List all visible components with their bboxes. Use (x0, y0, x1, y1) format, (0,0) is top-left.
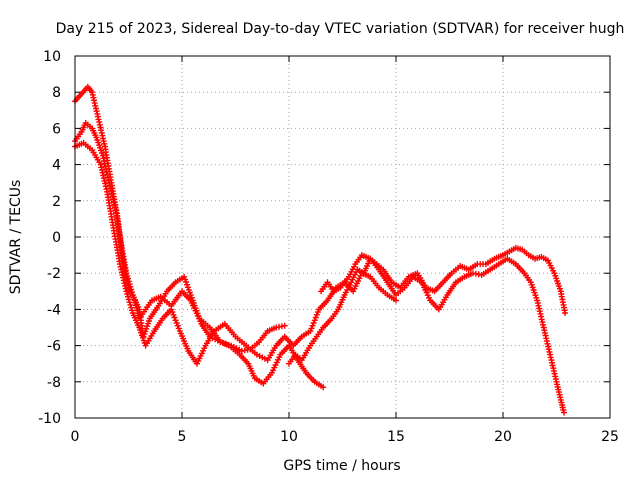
chart-title: Day 215 of 2023, Sidereal Day-to-day VTE… (56, 21, 625, 37)
x-tick-label: 5 (178, 429, 187, 445)
data-point-marker (125, 296, 132, 303)
y-tick-label: -6 (47, 339, 61, 355)
data-point-marker (320, 384, 327, 391)
y-tick-label: 2 (52, 194, 61, 210)
data-point-marker (281, 322, 288, 329)
data-point-marker (125, 278, 132, 285)
data-point-marker (561, 409, 567, 416)
data-point-marker (311, 317, 318, 324)
y-tick-label: 10 (43, 49, 61, 65)
plot-frame (74, 55, 611, 419)
x-tick-label: 10 (280, 429, 298, 445)
axis-ticks: 0 5 10 15 20 25 -10 -8 -6 -4 -2 0 2 4 6 8 10 (38, 49, 619, 445)
data-point-marker (562, 310, 569, 316)
data-point-marker (393, 297, 399, 304)
x-tick-label: 0 (71, 429, 80, 445)
y-tick-label: 0 (52, 230, 61, 246)
x-tick-label: 20 (494, 429, 512, 445)
y-tick-label: -10 (38, 411, 61, 427)
x-axis-label: GPS time / hours (283, 458, 400, 474)
series-track-5 (318, 252, 567, 416)
series-track-4 (286, 244, 569, 367)
data-point-marker (89, 89, 96, 96)
y-tick-label: -4 (47, 302, 61, 318)
x-tick-label: 25 (601, 429, 619, 445)
grid (75, 56, 610, 418)
y-tick-label: 4 (52, 158, 61, 174)
series-track-1 (72, 83, 288, 354)
y-tick-label: 6 (52, 121, 61, 137)
x-tick-label: 15 (387, 429, 405, 445)
y-tick-label: 8 (52, 85, 61, 101)
y-axis-label: SDTVAR / TECUs (8, 180, 24, 295)
data-series (72, 83, 569, 416)
data-point-marker (171, 314, 178, 321)
y-tick-label: -2 (47, 266, 61, 282)
y-tick-label: -8 (47, 375, 61, 391)
data-point-marker (93, 108, 100, 115)
